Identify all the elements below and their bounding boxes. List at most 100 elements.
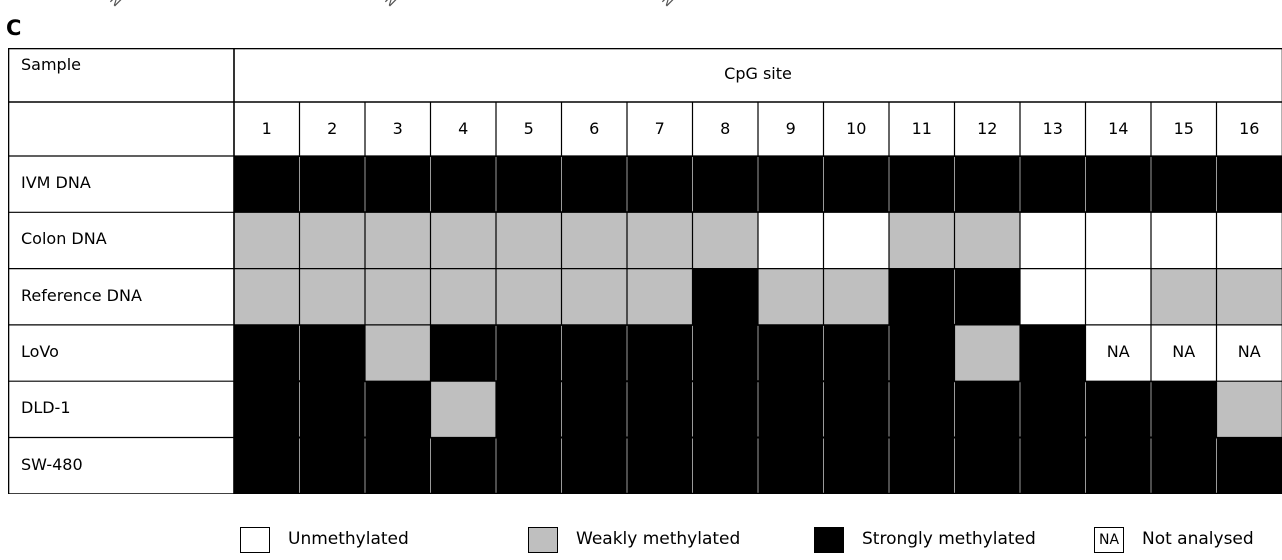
- methylation-cell: [299, 212, 365, 269]
- panel-letter: C: [6, 16, 22, 40]
- methylation-cell: [1085, 212, 1151, 269]
- methylation-cell: [430, 268, 496, 325]
- methylation-cell: [692, 437, 758, 494]
- methylation-cell: [954, 268, 1020, 325]
- methylation-cell: [1020, 381, 1086, 438]
- methylation-cell: [430, 156, 496, 213]
- methylation-cell: [561, 437, 627, 494]
- methylation-cell: [365, 381, 431, 438]
- methylation-cell: [889, 437, 955, 494]
- methylation-cell: [889, 268, 955, 325]
- methylation-cell: [299, 324, 365, 382]
- methylation-cell: [561, 212, 627, 269]
- methylation-cell: [496, 437, 562, 494]
- cpg-site-number: 12: [977, 119, 998, 138]
- methylation-cell: [823, 268, 889, 325]
- na-cell-label: NA: [1237, 341, 1261, 361]
- sample-name: SW-480: [21, 454, 83, 474]
- methylation-cell: [692, 156, 758, 213]
- cpg-site-number: 16: [1239, 119, 1260, 138]
- methylation-cell: [954, 156, 1020, 213]
- methylation-cell: [627, 437, 693, 494]
- methylation-cell: [692, 212, 758, 269]
- methylation-cell: [299, 437, 365, 494]
- methylation-cell: [889, 324, 955, 382]
- cpg-site-number: 4: [458, 119, 469, 138]
- methylation-cell: [889, 156, 955, 213]
- methylation-cell: [1151, 324, 1217, 382]
- cpg-site-number: 15: [1173, 119, 1194, 138]
- methylation-cell: [1020, 324, 1086, 382]
- cpg-site-number: 10: [846, 119, 867, 138]
- cpg-site-number: 5: [523, 119, 534, 138]
- methylation-cell: [1216, 268, 1282, 325]
- sample-name: Colon DNA: [21, 229, 107, 249]
- na-cell-label: NA: [1172, 341, 1196, 361]
- methylation-cell: [1020, 212, 1086, 269]
- legend-swatch: [528, 527, 558, 553]
- methylation-cell: [561, 324, 627, 382]
- methylation-cell: [299, 156, 365, 213]
- legend-swatch: NA: [1094, 527, 1124, 553]
- cpg-site-number: 7: [654, 119, 665, 138]
- cpg-site-number: 14: [1108, 119, 1129, 138]
- legend-label: Not analysed: [1142, 529, 1254, 549]
- methylation-cell: [234, 324, 300, 382]
- methylation-cell: [692, 324, 758, 382]
- methylation-cell: [823, 381, 889, 438]
- methylation-cell: [365, 268, 431, 325]
- cpg-site-number: 3: [392, 119, 403, 138]
- methylation-cell: [430, 381, 496, 438]
- cpg-site-number: 1: [261, 119, 272, 138]
- methylation-cell: [1151, 268, 1217, 325]
- sample-name: Reference DNA: [21, 285, 142, 305]
- methylation-cell: [1020, 268, 1086, 325]
- methylation-cell: [1216, 212, 1282, 269]
- methylation-cell: [496, 381, 562, 438]
- legend-swatch: [814, 527, 844, 553]
- methylation-cell: [823, 324, 889, 382]
- table-border: [8, 48, 1282, 494]
- methylation-cell: [627, 212, 693, 269]
- methylation-cell: [1085, 268, 1151, 325]
- methylation-cell: [1151, 212, 1217, 269]
- methylation-cell: [692, 268, 758, 325]
- methylation-cell: [1151, 381, 1217, 438]
- methylation-cell: [954, 381, 1020, 438]
- legend-label: Weakly methylated: [576, 529, 741, 549]
- methylation-cell: [758, 324, 824, 382]
- sample-name: DLD-1: [21, 398, 71, 418]
- methylation-cell: [234, 437, 300, 494]
- methylation-cell: [954, 324, 1020, 382]
- methylation-cell: [823, 212, 889, 269]
- methylation-cell: [496, 268, 562, 325]
- methylation-cell: [1020, 156, 1086, 213]
- methylation-cell: [627, 268, 693, 325]
- methylation-table: NA NA NA Sample CpG site 1 2 3 4 5 6 7 8 9 10 11 12 13 14 1…: [8, 48, 1282, 494]
- sample-name: LoVo: [21, 341, 59, 361]
- methylation-cell: [758, 156, 824, 213]
- methylation-cell: [1216, 156, 1282, 213]
- methylation-cell: [692, 381, 758, 438]
- methylation-cell: [234, 268, 300, 325]
- cpg-site-header: CpG site: [724, 64, 792, 83]
- methylation-cell: [954, 437, 1020, 494]
- methylation-cell: [627, 156, 693, 213]
- sample-header: Sample: [21, 55, 81, 74]
- methylation-cell: [758, 381, 824, 438]
- methylation-cell: [889, 212, 955, 269]
- cropped-mark: N: [381, 0, 399, 11]
- methylation-cell: [1085, 324, 1151, 382]
- methylation-cell: [823, 156, 889, 213]
- cpg-site-number: 6: [589, 119, 600, 138]
- methylation-cell: [365, 156, 431, 213]
- cropped-mark: N: [106, 0, 124, 11]
- legend-label: Unmethylated: [288, 529, 409, 549]
- legend-swatch: [240, 527, 270, 553]
- methylation-cell: [1085, 437, 1151, 494]
- methylation-cell: [234, 381, 300, 438]
- methylation-cell: [299, 381, 365, 438]
- methylation-cell: [365, 437, 431, 494]
- methylation-cell: [234, 156, 300, 213]
- methylation-cell: [758, 268, 824, 325]
